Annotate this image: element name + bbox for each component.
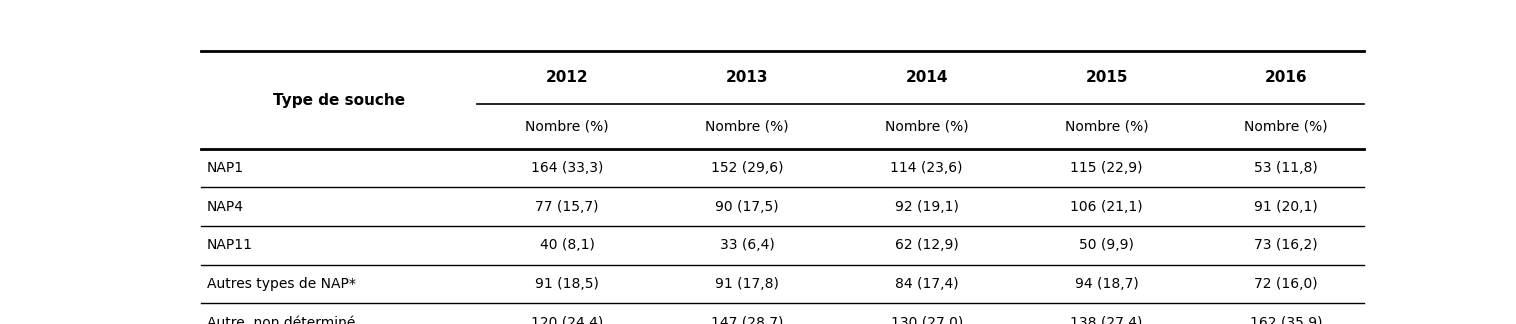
Text: 120 (24,4): 120 (24,4) bbox=[531, 316, 603, 324]
Text: 2015: 2015 bbox=[1085, 70, 1128, 85]
Text: NAP4: NAP4 bbox=[208, 200, 244, 214]
Text: 84 (17,4): 84 (17,4) bbox=[894, 277, 958, 291]
Text: 164 (33,3): 164 (33,3) bbox=[531, 161, 603, 175]
Text: 50 (9,9): 50 (9,9) bbox=[1079, 238, 1134, 252]
Text: 114 (23,6): 114 (23,6) bbox=[890, 161, 963, 175]
Text: 62 (12,9): 62 (12,9) bbox=[894, 238, 958, 252]
Text: Nombre (%): Nombre (%) bbox=[885, 119, 969, 133]
Text: 72 (16,0): 72 (16,0) bbox=[1254, 277, 1317, 291]
Text: 106 (21,1): 106 (21,1) bbox=[1070, 200, 1143, 214]
Text: 33 (6,4): 33 (6,4) bbox=[720, 238, 775, 252]
Text: Type de souche: Type de souche bbox=[273, 93, 405, 108]
Text: 40 (8,1): 40 (8,1) bbox=[540, 238, 594, 252]
Text: 91 (18,5): 91 (18,5) bbox=[535, 277, 599, 291]
Text: 2016: 2016 bbox=[1264, 70, 1308, 85]
Text: NAP11: NAP11 bbox=[208, 238, 253, 252]
Text: 92 (19,1): 92 (19,1) bbox=[894, 200, 958, 214]
Text: 147 (28,7): 147 (28,7) bbox=[711, 316, 784, 324]
Text: 162 (35,9): 162 (35,9) bbox=[1251, 316, 1322, 324]
Text: 94 (18,7): 94 (18,7) bbox=[1075, 277, 1139, 291]
Text: Nombre (%): Nombre (%) bbox=[526, 119, 609, 133]
Text: 53 (11,8): 53 (11,8) bbox=[1254, 161, 1317, 175]
Text: 77 (15,7): 77 (15,7) bbox=[535, 200, 599, 214]
Text: Autres types de NAP*: Autres types de NAP* bbox=[208, 277, 356, 291]
Text: NAP1: NAP1 bbox=[208, 161, 244, 175]
Text: 2013: 2013 bbox=[726, 70, 769, 85]
Text: 91 (17,8): 91 (17,8) bbox=[716, 277, 779, 291]
Text: 73 (16,2): 73 (16,2) bbox=[1254, 238, 1317, 252]
Text: 152 (29,6): 152 (29,6) bbox=[711, 161, 784, 175]
Text: Autre, non déterminé: Autre, non déterminé bbox=[208, 316, 355, 324]
Text: 90 (17,5): 90 (17,5) bbox=[716, 200, 779, 214]
Text: 2012: 2012 bbox=[546, 70, 588, 85]
Text: 2014: 2014 bbox=[905, 70, 948, 85]
Text: Nombre (%): Nombre (%) bbox=[1245, 119, 1328, 133]
Text: 138 (27,4): 138 (27,4) bbox=[1070, 316, 1143, 324]
Text: 115 (22,9): 115 (22,9) bbox=[1070, 161, 1143, 175]
Text: 91 (20,1): 91 (20,1) bbox=[1254, 200, 1317, 214]
Text: Nombre (%): Nombre (%) bbox=[705, 119, 788, 133]
Text: Nombre (%): Nombre (%) bbox=[1064, 119, 1148, 133]
Text: 130 (27,0): 130 (27,0) bbox=[890, 316, 963, 324]
